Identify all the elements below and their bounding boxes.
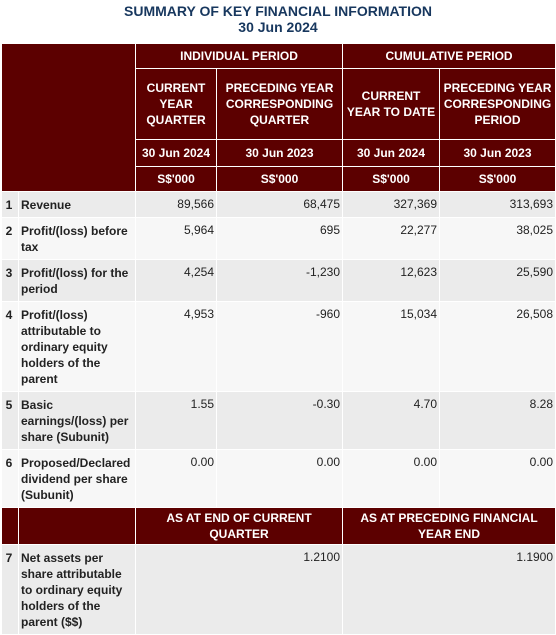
row-number: 2 [1,217,19,260]
table-row: 6 Proposed/Declared dividend per share (… [1,449,556,508]
row-number: 1 [1,191,19,218]
value-preceding-period: 25,590 [439,259,556,302]
row-label: Net assets per share attributable to ord… [18,544,136,635]
value-preceding-period: 313,693 [439,191,556,218]
table-row: 1 Revenue 89,566 68,475 327,369 313,693 [1,191,556,218]
value-current-quarter: 1.55 [135,391,217,450]
value-current-ytd: 0.00 [342,449,441,508]
table-row: 7 Net assets per share attributable to o… [1,544,556,635]
value-current-quarter: 4,254 [135,259,217,302]
table-row: 5 Basic earnings/(loss) per share (Subun… [1,391,556,450]
nav-header-blank-label [18,507,136,545]
row-label: Profit/(loss) before tax [18,217,136,260]
value-preceding-period: 38,025 [439,217,556,260]
value-preceding-quarter: -960 [215,301,344,392]
value-current-quarter: 5,964 [135,217,217,260]
value-current-ytd: 4.70 [342,391,441,450]
value-preceding-quarter: -1,230 [215,259,344,302]
title-line-1: SUMMARY OF KEY FINANCIAL INFORMATION [124,3,432,19]
row-label: Proposed/Declared dividend per share (Su… [18,449,136,508]
header-as-at-preceding-year-end: AS AT PRECEDING FINANCIAL YEAR END [342,507,556,545]
financial-summary-table: INDIVIDUAL PERIOD CUMULATIVE PERIOD CURR… [1,43,556,635]
value-preceding-period: 26,508 [439,301,556,392]
header-date-current: 30 Jun 2024 [135,139,217,167]
value-preceding-period: 8.28 [439,391,556,450]
row-label: Basic earnings/(loss) per share (Subunit… [18,391,136,450]
header-as-at-current-quarter: AS AT END OF CURRENT QUARTER [134,507,344,545]
value-current-ytd: 22,277 [342,217,441,260]
header-unit: S$'000 [439,166,556,192]
value-preceding-quarter: 695 [215,217,344,260]
row-label: Profit/(loss) for the period [18,259,136,302]
value-current-ytd: 15,034 [342,301,441,392]
nav-header-blank-num [1,507,19,545]
value-preceding-quarter: 0.00 [215,449,344,508]
value-current-quarter: 0.00 [135,449,217,508]
header-individual-period: INDIVIDUAL PERIOD [134,43,344,69]
title-line-2: 30 Jun 2024 [238,19,318,35]
header-unit: S$'000 [135,166,217,192]
value-current-quarter: 4,953 [135,301,217,392]
value-nav-current: 1.2100 [134,544,344,635]
value-nav-preceding: 1.1900 [342,544,556,635]
header-date-cum-preceding: 30 Jun 2023 [439,139,556,167]
value-preceding-quarter: 68,475 [215,191,344,218]
header-preceding-year-quarter: PRECEDING YEAR CORRESPONDING QUARTER [215,68,344,140]
report-title: SUMMARY OF KEY FINANCIAL INFORMATION 30 … [0,0,556,35]
row-label: Profit/(loss) attributable to ordinary e… [18,301,136,392]
header-current-year-quarter: CURRENT YEAR QUARTER [135,68,217,140]
row-number: 6 [1,449,19,508]
table-row: 2 Profit/(loss) before tax 5,964 695 22,… [1,217,556,260]
row-number: 4 [1,301,19,392]
header-date-preceding: 30 Jun 2023 [215,139,344,167]
value-current-quarter: 89,566 [135,191,217,218]
header-unit: S$'000 [342,166,441,192]
header-unit: S$'000 [215,166,344,192]
value-current-ytd: 327,369 [342,191,441,218]
header-blank-cell [1,43,136,192]
value-current-ytd: 12,623 [342,259,441,302]
value-preceding-period: 0.00 [439,449,556,508]
value-preceding-quarter: -0.30 [215,391,344,450]
table-row: 4 Profit/(loss) attributable to ordinary… [1,301,556,392]
table-row: 3 Profit/(loss) for the period 4,254 -1,… [1,259,556,302]
header-date-cum-current: 30 Jun 2024 [342,139,441,167]
row-number: 3 [1,259,19,302]
row-label: Revenue [18,191,136,218]
row-number: 7 [1,544,19,635]
header-preceding-year-period: PRECEDING YEAR CORRESPONDING PERIOD [439,68,556,140]
header-current-year-to-date: CURRENT YEAR TO DATE [342,68,441,140]
header-cumulative-period: CUMULATIVE PERIOD [342,43,556,69]
row-number: 5 [1,391,19,450]
